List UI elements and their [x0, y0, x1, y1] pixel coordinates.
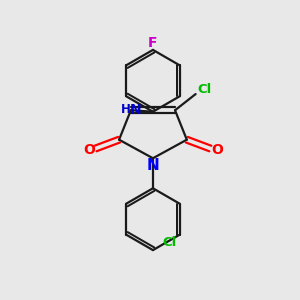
- Text: H: H: [121, 103, 130, 116]
- Text: O: O: [83, 143, 95, 157]
- Text: N: N: [147, 158, 159, 173]
- Text: O: O: [211, 143, 223, 157]
- Text: F: F: [148, 36, 158, 50]
- Text: N: N: [130, 103, 142, 116]
- Text: Cl: Cl: [197, 83, 212, 96]
- Text: Cl: Cl: [162, 236, 176, 249]
